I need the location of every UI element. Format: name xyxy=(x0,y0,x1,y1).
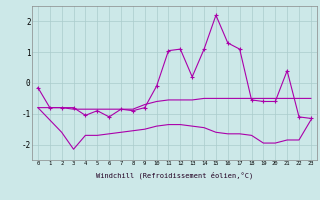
X-axis label: Windchill (Refroidissement éolien,°C): Windchill (Refroidissement éolien,°C) xyxy=(96,172,253,179)
